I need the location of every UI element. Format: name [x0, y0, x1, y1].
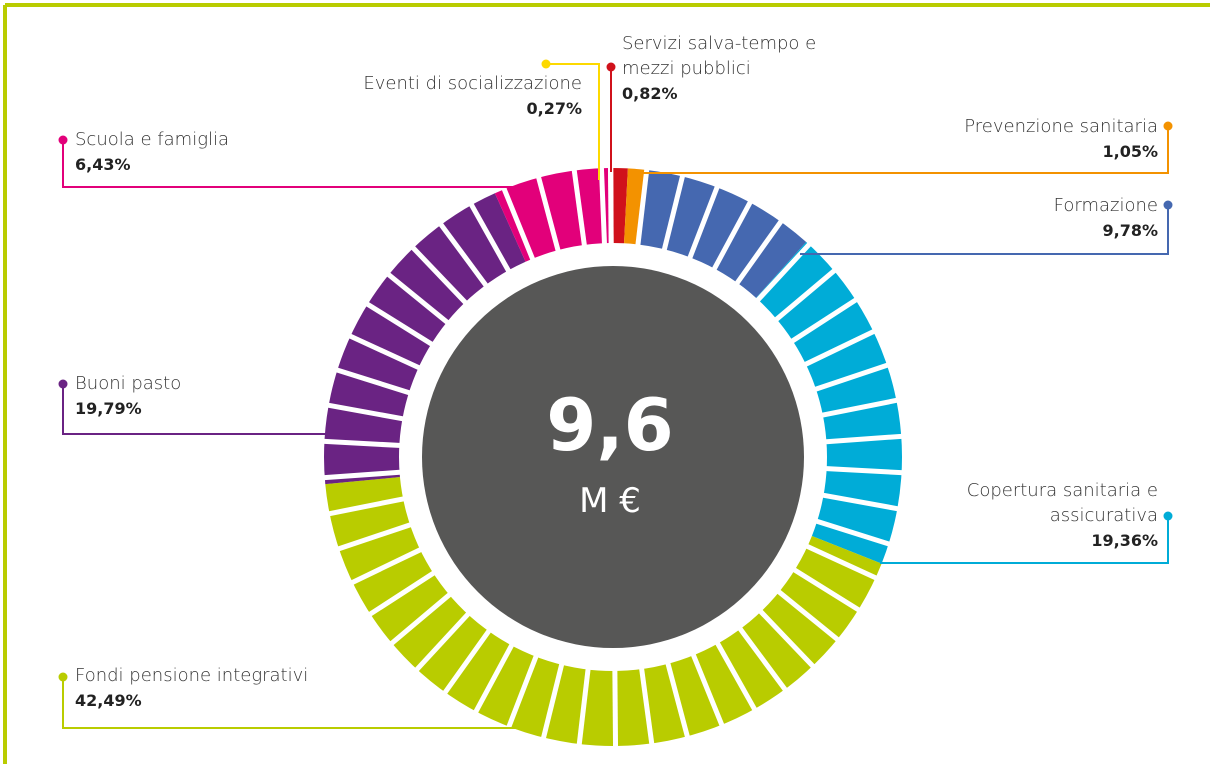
- leader-dot: [1163, 511, 1173, 521]
- segment-gap: [322, 438, 402, 449]
- segment-gap: [410, 244, 469, 306]
- leader-dot: [541, 59, 551, 69]
- segment-gap: [413, 611, 472, 673]
- label: Formazione 9,78%: [858, 193, 1158, 243]
- center-circle: [422, 266, 804, 648]
- segment-gap: [349, 546, 424, 586]
- label-name: Formazione: [1053, 195, 1158, 216]
- segment-gap: [789, 296, 859, 344]
- segment-gap: [804, 543, 879, 581]
- label: Copertura sanitaria e assicurativa 19,36%: [943, 478, 1158, 553]
- segment-gap: [754, 241, 813, 303]
- segment-gap: [773, 267, 838, 323]
- segment-gap: [598, 166, 608, 246]
- slice: [638, 169, 807, 298]
- segment-gap: [814, 518, 892, 547]
- label-value: 0,82%: [622, 84, 678, 103]
- leader-line: [630, 126, 1169, 174]
- segment-gap: [571, 168, 588, 248]
- label: Prevenzione sanitaria 1,05%: [858, 114, 1158, 164]
- segment-gap: [737, 625, 789, 693]
- segment-gap: [388, 591, 453, 647]
- segment-gap: [385, 271, 451, 326]
- label-name: Servizi salva-tempo e mezzi pubblici: [622, 33, 817, 79]
- segment-gap: [686, 184, 721, 261]
- segment-gap: [441, 628, 492, 696]
- segment-gap: [714, 640, 758, 712]
- label-name: Copertura sanitaria e assicurativa: [966, 480, 1158, 526]
- segment-gap: [364, 301, 435, 348]
- label-name: Fondi pensione integrativi: [75, 665, 309, 686]
- segment-gap: [501, 186, 536, 262]
- segment-gap: [813, 362, 890, 393]
- leader-line: [62, 140, 520, 188]
- leader-dot: [58, 672, 68, 682]
- segment-gap: [327, 496, 406, 517]
- leader-dot: [58, 135, 68, 145]
- slice: [325, 477, 882, 747]
- segment-gap: [802, 328, 877, 368]
- segment-gap: [665, 661, 691, 739]
- slice: [756, 242, 903, 564]
- segment-gap: [821, 492, 900, 512]
- segment-gap: [334, 367, 412, 396]
- label: Servizi salva-tempo e mezzi pubblici 0,82…: [622, 31, 862, 106]
- segment-gap: [635, 167, 650, 247]
- label-value: 9,78%: [1102, 221, 1158, 240]
- segment-gap: [824, 465, 904, 476]
- segment-gap: [535, 175, 561, 253]
- segment-gap: [336, 521, 413, 552]
- slice: [613, 168, 628, 244]
- segment-gap: [367, 570, 437, 618]
- leader-dot: [606, 62, 616, 72]
- leader-line: [62, 677, 525, 729]
- segment-gap: [757, 608, 816, 670]
- segment-gap: [824, 433, 904, 445]
- leader-dot: [58, 379, 68, 389]
- segment-gap: [791, 566, 862, 613]
- leader-dot: [1163, 121, 1173, 131]
- segment-gap: [322, 469, 402, 481]
- label-name: Prevenzione sanitaria: [964, 116, 1158, 137]
- segment-gap: [472, 642, 515, 715]
- center-value: 9,6: [546, 383, 674, 467]
- label-value: 42,49%: [75, 691, 142, 710]
- leader-line: [546, 63, 600, 180]
- segment-gap: [347, 333, 422, 371]
- label: Buoni pasto 19,79%: [75, 371, 375, 421]
- label-name: Scuola e famiglia: [75, 129, 230, 150]
- label: Fondi pensione integrativi 42,49%: [75, 663, 395, 713]
- center-unit: M €: [579, 481, 641, 521]
- segment-gap: [661, 173, 686, 252]
- label-value: 6,43%: [75, 155, 131, 174]
- segment-gap: [711, 199, 754, 272]
- label-value: 0,27%: [526, 99, 582, 118]
- segment-gap: [638, 666, 655, 746]
- label-value: 19,79%: [75, 399, 142, 418]
- leader-line: [62, 384, 330, 435]
- segment-gap: [540, 662, 565, 741]
- segment-gap: [505, 653, 540, 730]
- label-name: Eventi di socializzazione: [363, 73, 582, 94]
- segment-gap: [820, 397, 899, 418]
- segment-gap: [775, 588, 841, 643]
- segment-gap: [468, 202, 512, 274]
- segment-gap: [690, 652, 725, 728]
- leader-line: [880, 516, 1169, 564]
- segment-gap: [437, 221, 489, 289]
- label-value: 1,05%: [1102, 142, 1158, 161]
- label-name: Buoni pasto: [75, 373, 182, 394]
- segment-gap: [576, 667, 591, 747]
- label: Scuola e famiglia 6,43%: [75, 127, 375, 177]
- leader-dot: [1163, 200, 1173, 210]
- segment-gap: [734, 218, 785, 286]
- label: Eventi di socializzazione 0,27%: [282, 71, 582, 121]
- segment-gap: [326, 402, 405, 422]
- slice: [624, 168, 647, 245]
- label-value: 19,36%: [1091, 531, 1158, 550]
- segment-gap: [612, 668, 619, 749]
- leader-line: [800, 205, 1169, 255]
